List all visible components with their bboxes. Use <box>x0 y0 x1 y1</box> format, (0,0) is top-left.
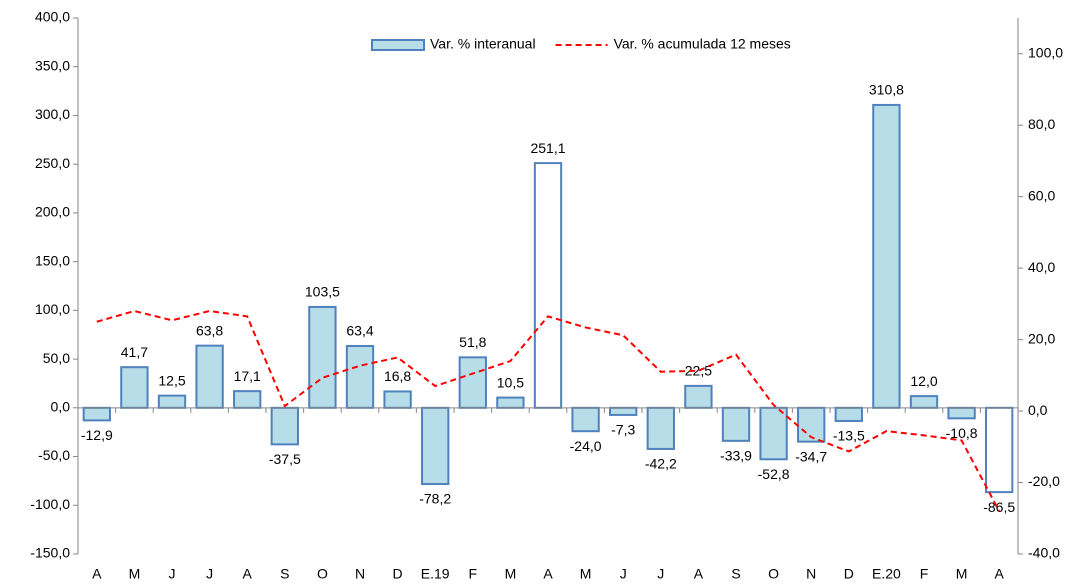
line <box>96 309 1001 512</box>
y-tick-label: 100,0 <box>35 301 70 317</box>
x-tick-label: M <box>129 566 141 582</box>
data-label: 51,8 <box>459 334 486 350</box>
y-tick-label: 200,0 <box>35 204 70 220</box>
y2-tick-label: 0,0 <box>1028 402 1048 418</box>
data-label: 251,1 <box>530 140 565 156</box>
data-label: 63,8 <box>196 322 223 338</box>
data-label: 63,4 <box>346 323 373 339</box>
x-tick-label: J <box>620 566 627 582</box>
x-tick-label: O <box>317 566 328 582</box>
y-tick-label: 50,0 <box>43 350 70 366</box>
data-label: 41,7 <box>121 344 148 360</box>
bar <box>195 344 224 409</box>
bar <box>721 406 751 442</box>
y2-tick-label: -20,0 <box>1028 473 1060 489</box>
data-label: -42,2 <box>645 456 677 472</box>
x-tick-label: O <box>768 566 779 582</box>
x-tick-label: J <box>206 566 213 582</box>
data-label: -12,9 <box>81 427 113 443</box>
x-tick-label: M <box>505 566 517 582</box>
x-tick-label: M <box>956 566 968 582</box>
data-label: -7,3 <box>611 422 635 438</box>
x-tick-label: A <box>92 566 102 582</box>
bar <box>458 356 487 409</box>
x-tick-label: J <box>169 566 176 582</box>
x-tick-label: D <box>844 566 854 582</box>
data-label: 10,5 <box>497 374 524 390</box>
y-tick-label: -50,0 <box>38 447 70 463</box>
data-label: -10,8 <box>946 425 978 441</box>
legend-label: Var. % interanual <box>430 36 536 52</box>
y-tick-label: 350,0 <box>35 57 70 73</box>
bar <box>985 406 1014 494</box>
data-label: 12,0 <box>910 373 937 389</box>
x-tick-label: F <box>469 566 478 582</box>
legend-label: Var. % acumulada 12 meses <box>614 36 791 52</box>
data-label: -37,5 <box>269 451 301 467</box>
bar <box>909 395 939 409</box>
y-tick-label: 300,0 <box>35 106 70 122</box>
y-tick-label: -150,0 <box>30 545 70 561</box>
bar <box>383 390 412 409</box>
bar <box>233 390 262 409</box>
y2-tick-label: 80,0 <box>1028 116 1055 132</box>
bar <box>421 406 450 486</box>
data-label: 103,5 <box>305 284 340 300</box>
y-tick-label: 0,0 <box>51 399 71 415</box>
bar <box>571 406 600 433</box>
y2-tick-label: 20,0 <box>1028 330 1055 346</box>
bar <box>120 366 149 409</box>
x-tick-label: A <box>543 566 553 582</box>
y-tick-label: 250,0 <box>35 155 70 171</box>
bar <box>947 406 976 420</box>
data-label: 310,8 <box>869 82 904 98</box>
data-label: -24,0 <box>570 438 602 454</box>
bar <box>609 406 638 416</box>
data-label: -52,8 <box>758 466 790 482</box>
bar <box>834 406 863 422</box>
x-tick-label: S <box>731 566 740 582</box>
y2-tick-label: 100,0 <box>1028 44 1063 60</box>
bar <box>345 345 375 409</box>
x-tick-label: A <box>243 566 253 582</box>
x-tick-label: D <box>393 566 403 582</box>
data-label: -86,5 <box>983 499 1015 515</box>
data-label: -33,9 <box>720 448 752 464</box>
bar <box>646 406 675 450</box>
x-tick-label: A <box>694 566 704 582</box>
data-label: 17,1 <box>234 368 261 384</box>
y-tick-label: -100,0 <box>30 496 70 512</box>
y-tick-label: 400,0 <box>35 9 70 25</box>
x-tick-label: N <box>806 566 816 582</box>
y2-tick-label: -40,0 <box>1028 545 1060 561</box>
y2-tick-label: 40,0 <box>1028 259 1055 275</box>
x-tick-label: A <box>995 566 1005 582</box>
x-tick-label: E.19 <box>421 566 450 582</box>
bar <box>270 406 299 446</box>
x-tick-label: M <box>580 566 592 582</box>
bar <box>684 384 713 409</box>
bar <box>82 406 111 422</box>
bar <box>533 162 563 409</box>
bar <box>872 103 901 409</box>
y-tick-label: 150,0 <box>35 252 70 268</box>
data-label: -13,5 <box>833 428 865 444</box>
data-label: 12,5 <box>158 372 185 388</box>
x-tick-label: E.20 <box>872 566 901 582</box>
data-label: 22,5 <box>685 363 712 379</box>
x-tick-label: N <box>355 566 365 582</box>
data-label: -78,2 <box>419 491 451 507</box>
x-tick-label: J <box>657 566 664 582</box>
bar <box>759 406 788 461</box>
y2-tick-label: 60,0 <box>1028 187 1055 203</box>
x-tick-label: F <box>920 566 929 582</box>
x-tick-label: S <box>280 566 289 582</box>
legend-swatch <box>371 39 425 51</box>
bar <box>308 305 337 409</box>
data-label: 16,8 <box>384 368 411 384</box>
bar <box>157 394 187 409</box>
bar <box>496 396 525 409</box>
data-label: -34,7 <box>795 448 827 464</box>
